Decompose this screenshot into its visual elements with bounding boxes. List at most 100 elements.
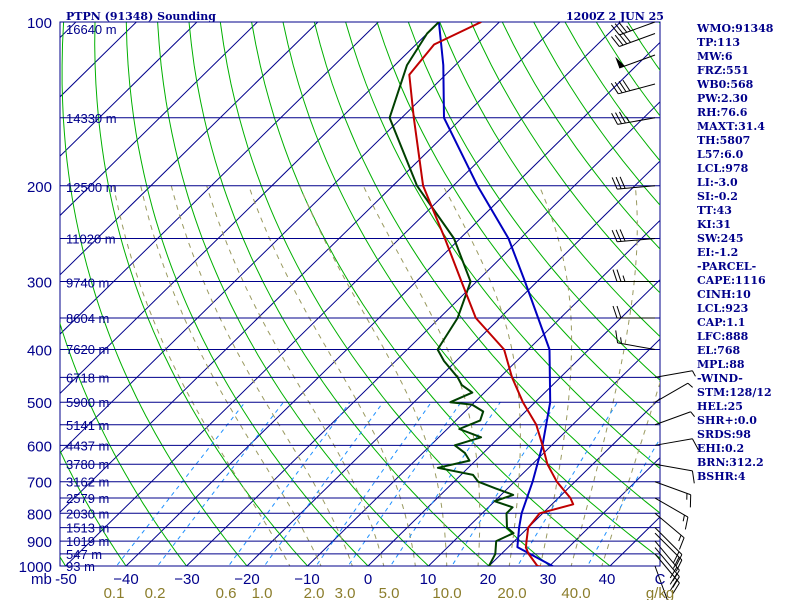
dewpoint-trace: [388, 22, 515, 566]
wind-barb-feather: [618, 80, 627, 93]
wind-barb-staff: [654, 512, 685, 539]
sounding-index-item: TP:113: [697, 36, 741, 49]
sounding-index-item: SRDS:98: [697, 428, 751, 441]
wind-barb-half-feather: [622, 275, 626, 282]
isotherm-line: [427, 338, 660, 566]
temperature-tick-label: 30: [540, 571, 557, 588]
dry-adiabat-line: [376, 22, 660, 425]
wind-barb: [654, 411, 696, 426]
mixing-ratio-tick-label: 0.6: [216, 585, 237, 600]
wind-barb: [611, 21, 656, 36]
mixing-ratio-tick-label: 1.0: [252, 585, 273, 600]
wind-barb-feather: [622, 79, 631, 91]
wind-barb: [611, 32, 656, 47]
wind-barb-feather: [675, 559, 683, 572]
sounding-index-item: HEL:25: [697, 400, 743, 413]
sounding-indices-list: WMO:91348 TP:113 MW:6 FRZ:551 WB0:568 PW:2.30…: [697, 22, 773, 484]
mixing-ratio-axis-unit: g/kg: [646, 585, 674, 600]
wind-barb: [654, 512, 685, 550]
moist-adiabat-line: [362, 185, 481, 566]
isotherm-line: [60, 22, 77, 39]
wind-barb: [654, 527, 683, 567]
height-label: 6718 m: [66, 370, 109, 385]
wind-barb-feather: [616, 269, 622, 282]
dry-adiabat-line: [282, 22, 660, 559]
wind-barb-staff: [654, 463, 693, 472]
sounding-index-item: MAXT:31.4: [697, 120, 765, 133]
wind-barb-staff: [654, 481, 691, 496]
wind-barb: [654, 438, 699, 451]
isotherm-line: [246, 160, 660, 566]
mixing-ratio-line: [315, 401, 432, 566]
sounding-index-item: SHR+:0.0: [697, 414, 757, 427]
height-label: 3162 m: [66, 475, 109, 490]
sounding-index-item: BRN:312.2: [697, 456, 764, 469]
sounding-index-item: -PARCEL-: [697, 260, 757, 273]
mixing-ratio-tick-label: 0.2: [145, 585, 166, 600]
wind-barb-staff: [617, 185, 656, 190]
pressure-axis-label: mb: [31, 571, 52, 588]
wind-barb-staff: [654, 565, 668, 600]
wind-barb-feather: [684, 516, 689, 530]
wind-barb-feather: [675, 554, 683, 567]
wind-barb-feather: [614, 81, 623, 94]
wind-barb-feather: [672, 569, 680, 582]
wind-barb-half-feather: [626, 25, 631, 32]
mixing-ratio-line: [227, 401, 351, 566]
sounding-index-item: STM:128/12: [697, 386, 772, 399]
mixing-ratio-line: [115, 401, 246, 566]
pressure-tick-label: 1000: [19, 559, 52, 576]
wind-barb-half-feather: [682, 514, 685, 522]
dry-adiabat-line: [313, 22, 660, 514]
pressure-tick-label: 200: [27, 179, 52, 196]
sounding-index-item: LCL:923: [697, 302, 749, 315]
sounding-index-item: TH:5807: [697, 134, 751, 147]
wind-barb-staff: [654, 370, 693, 378]
wind-barb-feather: [611, 229, 618, 242]
sounding-index-item: MW:6: [697, 50, 733, 63]
temperature-tick-label: −30: [174, 571, 199, 588]
mixing-ratio-line: [347, 401, 462, 566]
station-title: PTPN (91348) Sounding: [66, 10, 216, 23]
wind-barb: [612, 305, 655, 319]
isotherm-line: [488, 397, 660, 566]
wind-barb-feather: [672, 556, 680, 569]
height-label: 1513 m: [66, 521, 109, 536]
sounding-profiles: [388, 22, 575, 566]
temperature-tick-label: 0: [364, 571, 372, 588]
wind-barb-staff: [654, 438, 693, 446]
pressure-tick-label: 100: [27, 15, 52, 32]
wind-barb-feather: [615, 330, 619, 343]
mixing-ratio-line: [156, 401, 284, 566]
pressure-tick-label: 500: [27, 395, 52, 412]
isotherm-line: [64, 22, 621, 566]
sounding-index-item: L57:6.0: [697, 148, 744, 161]
wind-barb-staff: [654, 411, 691, 426]
moist-adiabat-line: [570, 185, 638, 566]
sounding-index-item: FRZ:551: [697, 64, 750, 77]
dry-adiabat-line: [345, 22, 660, 470]
wind-barb: [654, 382, 693, 403]
wind-barb-staff: [617, 117, 656, 125]
wind-barb-staff: [617, 237, 656, 243]
isotherm-line: [60, 22, 379, 335]
wind-barb: [611, 111, 656, 125]
dry-adiabat-line: [470, 22, 660, 294]
wind-barb-staff: [618, 83, 656, 95]
sounding-index-item: PW:2.30: [697, 92, 748, 105]
wind-barb-staff: [654, 547, 680, 578]
moist-adiabat-line: [206, 185, 385, 566]
sounding-index-item: CAP:1.1: [697, 316, 746, 329]
wind-barb-feather: [611, 113, 619, 125]
sounding-index-item: BSHR:4: [697, 470, 746, 483]
pressure-tick-label: 400: [27, 343, 52, 360]
sounding-index-item: LCL:978: [697, 162, 749, 175]
temperature-tick-label: -50: [55, 571, 77, 588]
sounding-index-item: RH:76.6: [697, 106, 748, 119]
pressure-tick-label: 300: [27, 275, 52, 292]
wind-barb-half-feather: [678, 534, 682, 542]
isobar-lines: [60, 21, 660, 567]
wind-barb: [654, 565, 668, 600]
